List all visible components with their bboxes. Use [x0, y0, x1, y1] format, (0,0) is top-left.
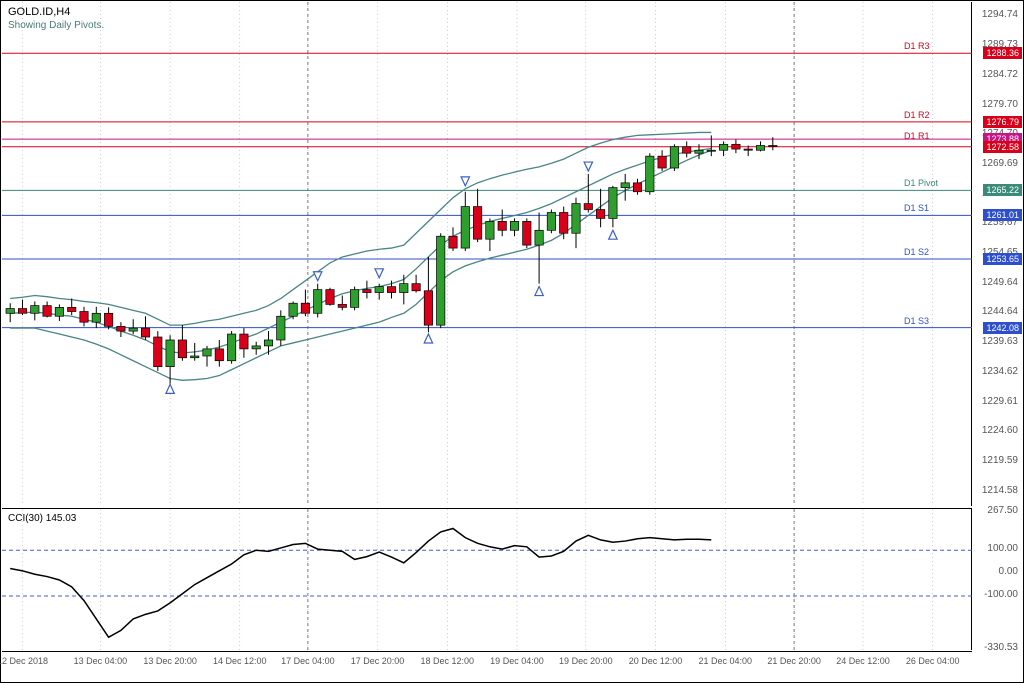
xaxis-label: 13 Dec 20:00: [143, 656, 197, 666]
price-level-box: 1253.65: [983, 253, 1022, 265]
pivot-label-d1pivot: D1 Pivot: [904, 178, 938, 188]
xaxis-label: 19 Dec 04:00: [490, 656, 544, 666]
time-axis: 12 Dec 2018 13 Dec 04:00 13 Dec 20:00 14 De…: [2, 651, 972, 683]
cci-indicator-panel[interactable]: CCI(30) 145.03: [2, 508, 972, 650]
xaxis-label: 24 Dec 12:00: [836, 656, 890, 666]
yaxis-tick: 1244.64: [970, 306, 1018, 317]
price-level-box: 1242.08: [983, 322, 1022, 334]
main-price-chart[interactable]: GOLD.ID,H4 Showing Daily Pivots. D1 R3 D1…: [2, 2, 972, 506]
pivot-label-d1s3: D1 S3: [904, 316, 929, 326]
yaxis-tick: 1279.70: [970, 99, 1018, 110]
yaxis-tick: 1269.69: [970, 158, 1018, 169]
xaxis-label: 18 Dec 12:00: [420, 656, 474, 666]
main-y-axis: 1294.741289.731284.721279.701274.701269.…: [970, 2, 1022, 506]
price-level-box: 1265.22: [983, 184, 1022, 196]
xaxis-label: 19 Dec 20:00: [559, 656, 613, 666]
xaxis-label: 14 Dec 12:00: [213, 656, 267, 666]
chart-container: GOLD.ID,H4 Showing Daily Pivots. D1 R3 D1…: [0, 0, 1024, 683]
price-level-box: 1276.79: [983, 116, 1022, 128]
cci-yaxis-tick: 267.50: [970, 505, 1018, 516]
cci-title: CCI(30) 145.03: [8, 513, 76, 524]
yaxis-tick: 1249.64: [970, 277, 1018, 288]
price-level-box: 1288.36: [983, 47, 1022, 59]
yaxis-tick: 1224.60: [970, 425, 1018, 436]
xaxis-label: 13 Dec 04:00: [74, 656, 128, 666]
xaxis-label: 17 Dec 20:00: [351, 656, 405, 666]
yaxis-tick: 1294.74: [970, 9, 1018, 20]
chart-subtitle: Showing Daily Pivots.: [8, 20, 104, 31]
yaxis-tick: 1234.62: [970, 366, 1018, 377]
yaxis-tick: 1284.72: [970, 69, 1018, 80]
xaxis-label: 21 Dec 20:00: [767, 656, 821, 666]
chart-title: GOLD.ID,H4: [8, 6, 70, 18]
cci-yaxis-tick: 0.00: [970, 566, 1018, 577]
xaxis-label: 26 Dec 04:00: [906, 656, 960, 666]
pivot-label-d1r1: D1 R1: [904, 131, 930, 141]
cci-svg: [2, 509, 972, 651]
xaxis-label: 12 Dec 2018: [0, 656, 48, 666]
xaxis-label: 21 Dec 04:00: [698, 656, 752, 666]
cci-yaxis-tick: -330.53: [970, 642, 1018, 653]
cci-y-axis: 267.50 100.00 0.00 -100.00 -330.53: [970, 508, 1022, 650]
price-level-box: 1261.01: [983, 209, 1022, 221]
yaxis-tick: 1219.59: [970, 455, 1018, 466]
pivot-label-d1s2: D1 S2: [904, 247, 929, 257]
cci-yaxis-tick: -100.00: [970, 589, 1018, 600]
main-chart-svg: [2, 2, 972, 506]
yaxis-tick: 1214.58: [970, 485, 1018, 496]
pivot-label-d1r3: D1 R3: [904, 41, 930, 51]
pivot-label-d1r2: D1 R2: [904, 110, 930, 120]
cci-yaxis-tick: 100.00: [970, 543, 1018, 554]
yaxis-tick: 1239.63: [970, 336, 1018, 347]
price-level-box: 1272.58: [983, 141, 1022, 153]
pivot-label-d1s1: D1 S1: [904, 203, 929, 213]
yaxis-tick: 1229.61: [970, 396, 1018, 407]
xaxis-label: 20 Dec 12:00: [629, 656, 683, 666]
xaxis-label: 17 Dec 04:00: [281, 656, 335, 666]
